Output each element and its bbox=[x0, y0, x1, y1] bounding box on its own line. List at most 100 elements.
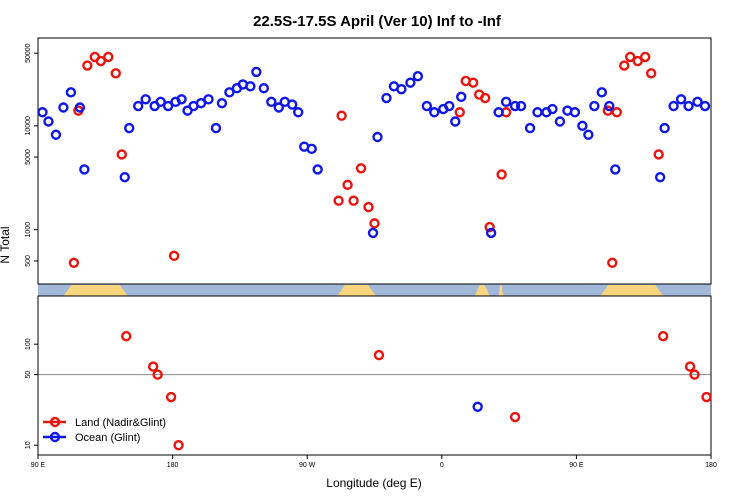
x-tick-label: 90 E bbox=[31, 462, 46, 469]
land-point bbox=[152, 369, 163, 380]
ocean-point bbox=[699, 100, 711, 112]
land-point bbox=[602, 105, 614, 116]
y-tick-label: 10 bbox=[25, 441, 32, 449]
mask-land bbox=[337, 285, 376, 296]
chart-title: 22.5S-17.5S April (Ver 10) Inf to -Inf bbox=[253, 13, 502, 30]
land-point bbox=[657, 330, 669, 342]
land-point bbox=[479, 92, 491, 104]
upper-panel-frame bbox=[37, 37, 712, 285]
ocean-point bbox=[532, 107, 543, 118]
land-point bbox=[611, 107, 622, 118]
ocean-point bbox=[293, 107, 304, 118]
ocean-point bbox=[509, 100, 521, 112]
ocean-point bbox=[367, 227, 379, 239]
x-tick-label: 180 bbox=[705, 462, 717, 469]
ocean-point bbox=[444, 100, 455, 112]
land-point bbox=[116, 149, 127, 160]
ocean-point bbox=[133, 100, 144, 112]
ocean-point bbox=[306, 143, 317, 155]
ocean-point bbox=[604, 100, 615, 112]
y-tick-label: 1000 bbox=[25, 222, 32, 238]
legend-land-label: Land (Nadir&Glint) bbox=[75, 417, 166, 429]
ocean-point bbox=[589, 100, 600, 112]
land-point bbox=[689, 369, 700, 380]
land-point bbox=[684, 361, 696, 372]
ocean-point bbox=[140, 94, 151, 105]
ocean-point bbox=[659, 122, 670, 134]
ocean-point bbox=[37, 107, 48, 118]
land-point bbox=[147, 361, 159, 372]
ocean-point bbox=[372, 131, 383, 143]
data-points bbox=[37, 51, 712, 451]
ocean-point bbox=[119, 172, 130, 183]
ocean-point bbox=[547, 103, 558, 115]
x-tick-label: 90 E bbox=[569, 462, 584, 469]
legend: Land (Nadir&Glint) Ocean (Glint) bbox=[43, 416, 166, 444]
ocean-point bbox=[176, 94, 187, 105]
land-point bbox=[342, 179, 353, 191]
land-point bbox=[653, 149, 664, 160]
ocean-point bbox=[412, 71, 424, 82]
ocean-point bbox=[312, 164, 323, 175]
land-point bbox=[121, 330, 132, 342]
ocean-point bbox=[493, 107, 504, 118]
land-point bbox=[484, 221, 495, 233]
x-tick-label: 0 bbox=[440, 462, 444, 469]
ocean-point bbox=[583, 129, 594, 140]
ocean-point bbox=[258, 83, 270, 94]
ocean-point bbox=[692, 96, 703, 108]
landmask-strip bbox=[38, 284, 711, 296]
ocean-point bbox=[195, 98, 207, 109]
lower-panel-frame bbox=[37, 295, 712, 456]
ocean-point bbox=[287, 99, 298, 110]
x-axis-label: Longitude (deg E) bbox=[326, 476, 421, 490]
ocean-point bbox=[124, 122, 135, 134]
ocean-point bbox=[668, 100, 679, 112]
x-tick-label: 90 W bbox=[299, 462, 316, 469]
ocean-point bbox=[654, 172, 666, 183]
y-axis-label: N Total bbox=[0, 226, 12, 263]
land-point bbox=[173, 440, 184, 451]
ocean-point bbox=[421, 100, 433, 112]
land-point bbox=[82, 60, 93, 71]
land-point bbox=[103, 51, 114, 63]
ocean-point bbox=[74, 102, 86, 113]
land-point bbox=[110, 68, 121, 79]
ocean-point bbox=[524, 122, 536, 134]
y-tick-label: 10000 bbox=[25, 116, 32, 136]
legend-land-marker bbox=[49, 416, 61, 428]
ocean-point bbox=[405, 77, 416, 88]
y-tick-label: 5000 bbox=[25, 149, 32, 165]
ocean-point bbox=[50, 129, 62, 140]
mask-land bbox=[474, 285, 490, 296]
ocean-point bbox=[515, 100, 527, 112]
land-point bbox=[509, 411, 521, 423]
ocean-point bbox=[429, 107, 440, 118]
land-point bbox=[625, 51, 636, 63]
land-point bbox=[336, 110, 347, 121]
ocean-point bbox=[472, 401, 483, 413]
land-point bbox=[168, 250, 180, 262]
land-point bbox=[95, 55, 107, 67]
land-point bbox=[348, 195, 359, 206]
legend-ocean-marker bbox=[49, 431, 61, 443]
x-axis: 90 E 180 90 W 0 90 E 180 bbox=[31, 455, 717, 469]
ocean-point bbox=[577, 120, 588, 131]
land-point bbox=[373, 349, 385, 361]
ocean-point bbox=[162, 100, 174, 112]
ocean-point bbox=[43, 116, 54, 127]
ocean-point bbox=[610, 164, 621, 175]
land-point bbox=[496, 169, 507, 180]
land-point bbox=[68, 257, 80, 268]
ocean-point bbox=[396, 84, 407, 95]
mask-ocean bbox=[38, 284, 711, 296]
ocean-point bbox=[683, 100, 694, 112]
ocean-point bbox=[224, 87, 235, 98]
mask-land bbox=[63, 285, 128, 296]
land-point bbox=[363, 201, 374, 213]
y-tick-label: 50000 bbox=[25, 43, 32, 63]
ocean-point bbox=[381, 92, 392, 104]
land-point bbox=[645, 68, 657, 79]
ocean-point bbox=[58, 102, 69, 113]
